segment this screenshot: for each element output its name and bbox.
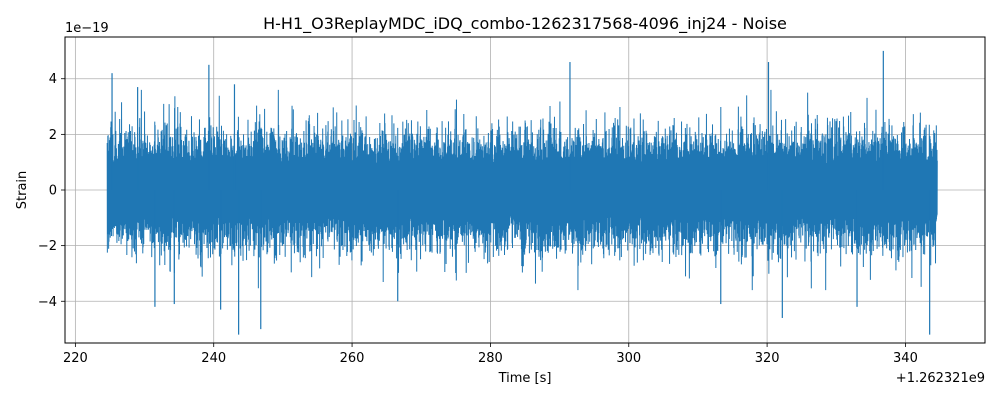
x-tick-label: 320 xyxy=(755,351,780,366)
y-tick-label: 2 xyxy=(49,128,57,143)
peak-spikes xyxy=(111,50,931,335)
x-axis-label: Time [s] xyxy=(498,371,552,386)
x-offset-label: +1.262321e9 xyxy=(896,371,985,386)
x-tick-label: 220 xyxy=(63,351,88,366)
x-tick-label: 340 xyxy=(893,351,918,366)
y-tick-label: 4 xyxy=(49,72,57,87)
y-axis-label: Strain xyxy=(15,171,30,210)
y-scale-label: 1e−19 xyxy=(65,21,109,36)
x-tick-label: 280 xyxy=(478,351,503,366)
y-axis-ticks: −4 −2 0 2 4 xyxy=(38,72,65,310)
y-tick-label: 0 xyxy=(49,184,57,199)
y-tick-label: −2 xyxy=(38,239,57,254)
x-tick-label: 300 xyxy=(616,351,641,366)
x-tick-label: 240 xyxy=(201,351,226,366)
strain-line xyxy=(106,89,938,291)
series-strain xyxy=(106,89,938,291)
x-tick-label: 260 xyxy=(340,351,365,366)
chart-title: H-H1_O3ReplayMDC_iDQ_combo-1262317568-40… xyxy=(263,14,787,34)
y-tick-label: −4 xyxy=(38,295,57,310)
x-axis-ticks: 220 240 260 280 300 320 340 xyxy=(63,343,918,366)
